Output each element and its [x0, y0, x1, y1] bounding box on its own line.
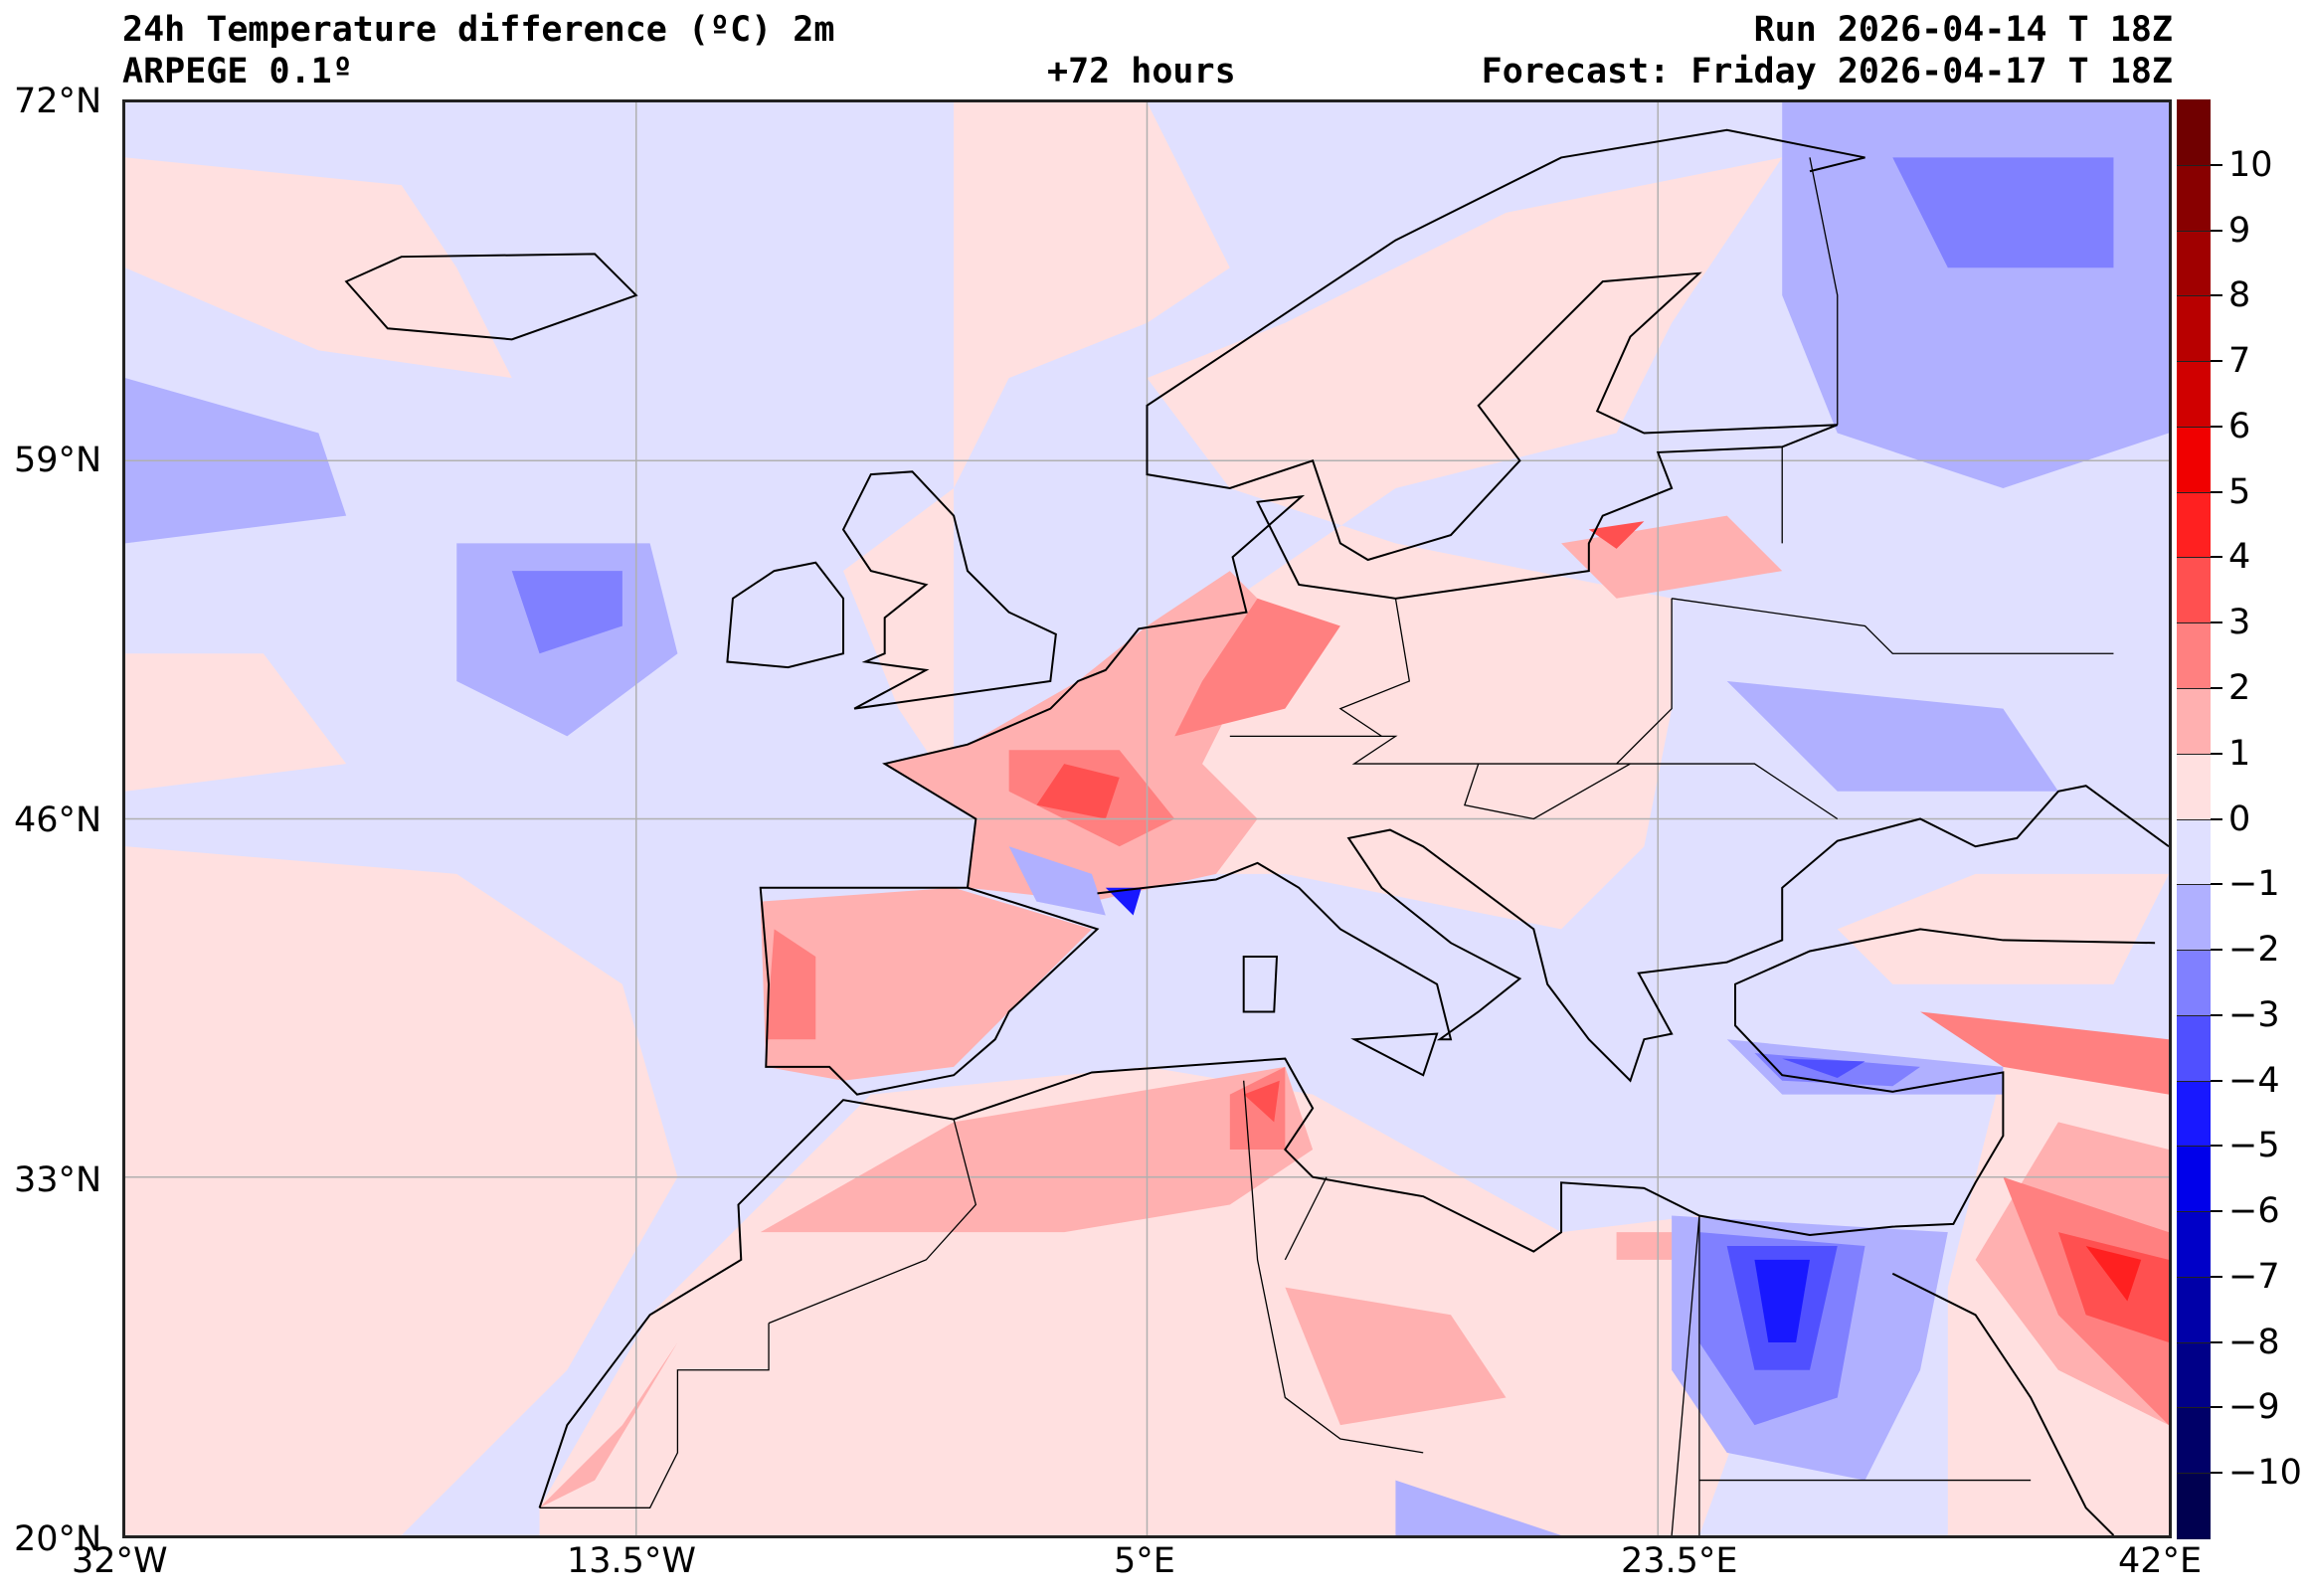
colorbar-tick-label: 2	[2228, 667, 2251, 708]
colorbar-band	[2177, 491, 2211, 559]
colorbar-band	[2177, 950, 2211, 1016]
colorbar-band	[2177, 753, 2211, 820]
colorbar-band	[2177, 1276, 2211, 1343]
y-tick-46N: 46°N	[14, 800, 102, 840]
colorbar-band	[2177, 1014, 2211, 1082]
colorbar-tick-label: −6	[2228, 1191, 2280, 1232]
colorbar-band	[2177, 295, 2211, 363]
map-canvas	[125, 102, 2169, 1535]
colorbar-tick	[2211, 817, 2222, 820]
colorbar-tick-label: 7	[2228, 341, 2251, 382]
colorbar-band	[2177, 622, 2211, 689]
colorbar-tick-label: 5	[2228, 471, 2251, 512]
colorbar-band	[2177, 1211, 2211, 1278]
colorbar: 10 9 8 7 6 5 4 3 2 1 0 −1 −2 −3 −4 −5 −6 −7 −8 −9 −10	[2177, 99, 2302, 1539]
colorbar-tick-label: 1	[2228, 733, 2251, 774]
temperature-difference-map	[122, 99, 2172, 1538]
colorbar-tick	[2211, 752, 2222, 755]
x-tick-32W: 32°W	[72, 1541, 168, 1581]
x-tick-13.5W: 13.5°W	[567, 1541, 697, 1581]
colorbar-tick	[2211, 163, 2222, 166]
colorbar-tick-label: 4	[2228, 537, 2251, 578]
lead-time-label: +72 hours	[1047, 52, 1236, 91]
chart-title: 24h Temperature difference (ºC) 2m	[122, 10, 835, 50]
colorbar-tick	[2211, 425, 2222, 428]
colorbar-tick	[2211, 294, 2222, 297]
colorbar-tick	[2211, 360, 2222, 363]
colorbar-tick-label: 8	[2228, 275, 2251, 316]
colorbar-tick-label: 9	[2228, 210, 2251, 251]
colorbar-band	[2177, 1146, 2211, 1213]
x-tick-42E: 42°E	[2118, 1541, 2203, 1581]
gridlines	[125, 102, 2169, 1535]
x-tick-5E: 5°E	[1114, 1541, 1175, 1581]
colorbar-tick	[2211, 949, 2222, 952]
colorbar-tick	[2211, 1013, 2222, 1016]
colorbar-band	[2177, 1080, 2211, 1148]
colorbar-tick	[2211, 1145, 2222, 1148]
colorbar-band	[2177, 557, 2211, 624]
colorbar-tick-label: −4	[2228, 1060, 2280, 1101]
colorbar-tick	[2211, 1210, 2222, 1213]
colorbar-band	[2177, 1341, 2211, 1409]
colorbar-tick	[2211, 1472, 2222, 1475]
run-label: Run 2026-04-14 T 18Z	[1753, 10, 2173, 50]
colorbar-band	[2177, 884, 2211, 952]
colorbar-band	[2177, 687, 2211, 755]
colorbar-band	[2177, 164, 2211, 232]
colorbar-band	[2177, 426, 2211, 493]
colorbar-tick	[2211, 556, 2222, 559]
colorbar-tick-label: −3	[2228, 994, 2280, 1035]
colorbar-tick-label: −5	[2228, 1126, 2280, 1166]
colorbar-band	[2177, 361, 2211, 428]
colorbar-tick-label: 0	[2228, 798, 2251, 839]
x-tick-23.5E: 23.5°E	[1621, 1541, 1738, 1581]
y-tick-72N: 72°N	[14, 82, 102, 121]
colorbar-tick	[2211, 1275, 2222, 1278]
colorbar-tick-label: −2	[2228, 930, 2280, 971]
field-minus5-minus7	[1105, 887, 1810, 1343]
colorbar-tick-label: −9	[2228, 1387, 2280, 1428]
colorbar-band	[2177, 1473, 2211, 1539]
colorbar-tick	[2211, 1340, 2222, 1343]
colorbar-tick	[2211, 686, 2222, 689]
field-3-4	[1036, 521, 2169, 1343]
colorbar-band	[2177, 818, 2211, 886]
colorbar-tick	[2211, 1406, 2222, 1409]
colorbar-tick-label: 6	[2228, 406, 2251, 446]
colorbar-tick-label: −7	[2228, 1256, 2280, 1297]
y-tick-33N: 33°N	[14, 1160, 102, 1200]
colorbar-band	[2177, 99, 2211, 166]
colorbar-tick	[2211, 621, 2222, 624]
colorbar-tick	[2211, 883, 2222, 886]
colorbar-band	[2177, 230, 2211, 297]
colorbar-tick	[2211, 229, 2222, 232]
colorbar-tick-label: 10	[2228, 144, 2273, 185]
colorbar-tick	[2211, 1079, 2222, 1082]
y-tick-20N: 20°N	[14, 1519, 102, 1559]
colorbar-tick-label: −10	[2228, 1453, 2302, 1494]
colorbar-tick-label: 3	[2228, 603, 2251, 643]
y-tick-59N: 59°N	[14, 441, 102, 480]
colorbar-band	[2177, 1407, 2211, 1475]
colorbar-tick	[2211, 490, 2222, 493]
forecast-label: Forecast: Friday 2026-04-17 T 18Z	[1481, 52, 2173, 91]
colorbar-tick-label: −1	[2228, 864, 2280, 905]
colorbar-tick-label: −8	[2228, 1322, 2280, 1362]
country-borders	[540, 157, 2114, 1535]
model-label: ARPEGE 0.1º	[122, 52, 353, 91]
